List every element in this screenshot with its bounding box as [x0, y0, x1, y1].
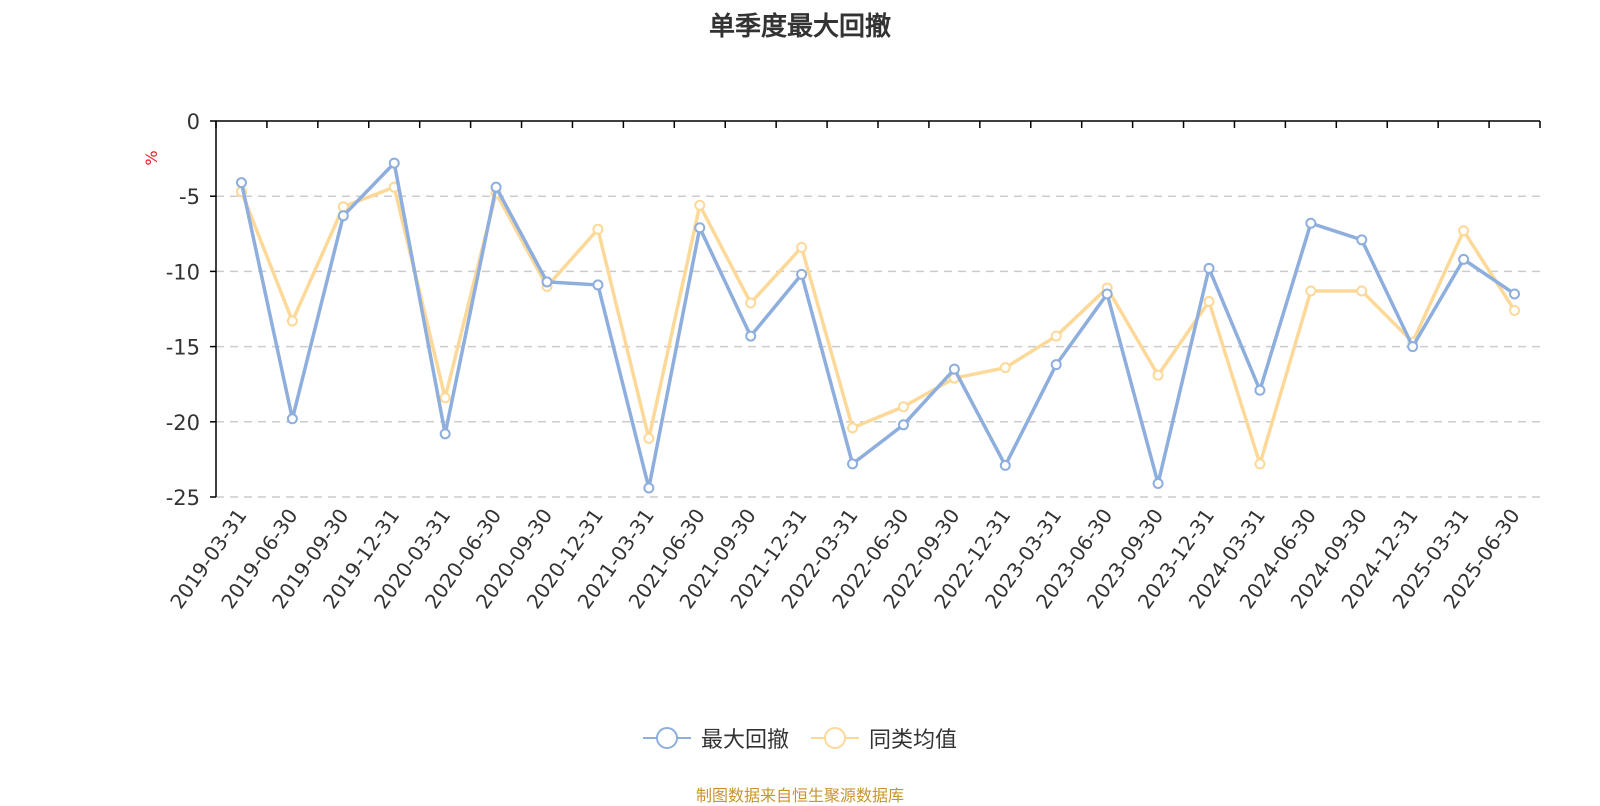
data-point-series-2: [439, 392, 451, 404]
series-lines: [235, 157, 1521, 494]
legend: 最大回撤 同类均值: [0, 722, 1600, 754]
y-tick-label: -10: [166, 260, 200, 284]
data-point-series-1: [439, 428, 451, 440]
data-point-series-1: [847, 458, 859, 470]
data-point-series-1: [1152, 477, 1164, 489]
legend-marker-series-1: [642, 727, 691, 749]
y-tick-label: -15: [166, 336, 200, 360]
data-point-series-2: [592, 223, 604, 235]
chart-title: 单季度最大回撤: [708, 12, 891, 42]
data-point-series-1: [1254, 384, 1266, 396]
data-point-series-1: [490, 181, 502, 193]
data-point-series-1: [337, 210, 349, 222]
data-point-series-1: [235, 177, 247, 189]
data-point-series-1: [694, 222, 706, 234]
y-tick-labels: 0 -5 -10 -15 -20 -25: [166, 110, 200, 510]
data-point-series-2: [1152, 369, 1164, 381]
data-point-series-2: [847, 422, 859, 434]
data-point-series-1: [592, 279, 604, 291]
data-point-series-1: [948, 363, 960, 375]
data-point-series-2: [1305, 285, 1317, 297]
data-point-series-2: [1203, 295, 1215, 307]
data-point-series-1: [1356, 234, 1368, 246]
y-tick-label: -20: [166, 411, 200, 435]
data-point-series-1: [1458, 253, 1470, 265]
axes: [210, 120, 1541, 498]
data-point-series-1: [1101, 288, 1113, 300]
y-tick-label: -5: [179, 185, 200, 209]
data-point-series-1: [1509, 288, 1521, 300]
data-point-series-2: [1254, 458, 1266, 470]
legend-marker-series-2: [811, 727, 859, 749]
data-point-series-2: [1356, 285, 1368, 297]
data-point-series-2: [897, 401, 909, 413]
source-note: 制图数据来自恒生聚源数据库: [695, 786, 904, 805]
data-point-series-1: [286, 413, 298, 425]
data-point-series-1: [643, 482, 655, 494]
legend-label-series-2: 同类均值: [869, 728, 958, 753]
data-point-series-1: [1305, 217, 1317, 229]
data-point-series-1: [1407, 341, 1419, 353]
data-point-series-2: [1458, 225, 1470, 237]
legend-item-series-2[interactable]: 同类均值: [811, 722, 957, 754]
series-line-2: [239, 185, 1517, 466]
data-point-series-1: [1050, 359, 1062, 371]
y-tick-label: -25: [166, 486, 200, 510]
data-point-series-2: [286, 315, 298, 327]
x-tick-labels: 2019-03-312019-06-302019-09-302019-12-31…: [165, 504, 1524, 613]
data-point-series-2: [1509, 305, 1521, 317]
data-point-series-1: [796, 268, 808, 280]
data-point-series-1: [1203, 262, 1215, 274]
data-point-series-2: [643, 432, 655, 444]
grid-lines: [216, 195, 1540, 498]
series-line-1: [239, 161, 1516, 490]
data-point-series-2: [337, 201, 349, 213]
legend-item-series-1[interactable]: 最大回撤: [642, 722, 789, 754]
data-point-series-1: [897, 419, 909, 431]
data-point-series-1: [745, 330, 757, 342]
data-point-series-2: [745, 297, 757, 309]
data-point-series-2: [796, 241, 808, 253]
data-point-series-2: [1050, 330, 1062, 342]
data-point-series-1: [999, 459, 1011, 471]
data-point-series-1: [388, 157, 400, 169]
data-point-series-1: [541, 276, 553, 288]
data-point-series-2: [694, 199, 706, 211]
y-tick-label: 0: [187, 110, 200, 134]
data-point-series-2: [999, 362, 1011, 374]
legend-label-series-1: 最大回撤: [700, 728, 789, 753]
y-axis-unit-label: %: [142, 150, 161, 165]
